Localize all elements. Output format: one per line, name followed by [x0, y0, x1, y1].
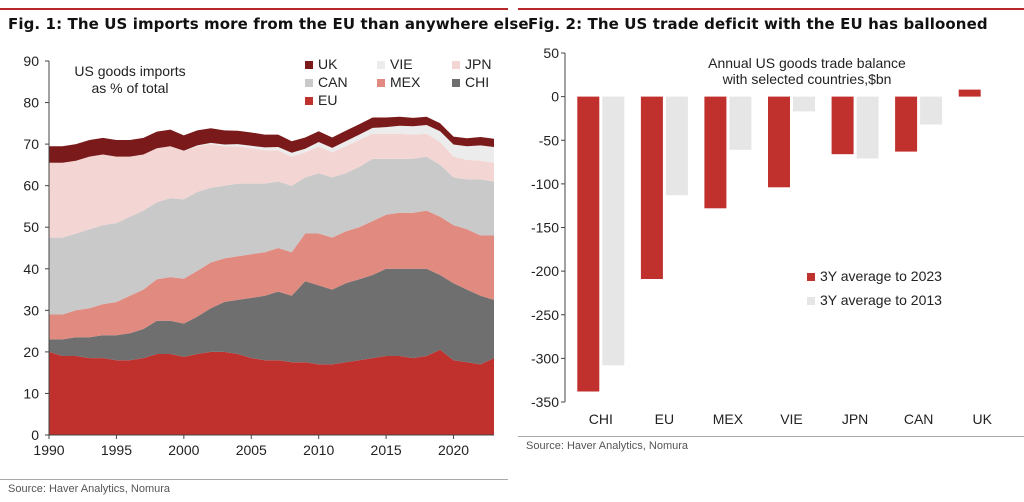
bar-uk-series-1	[958, 89, 981, 97]
y-tick-label: 50	[543, 45, 559, 61]
figure-2-title: Fig. 2: The US trade deficit with the EU…	[528, 15, 988, 33]
figure-1-title: Fig. 1: The US imports more from the EU …	[8, 15, 529, 33]
x-tick-label: CAN	[904, 411, 934, 427]
area-can	[49, 156, 494, 315]
bar-vie-series-1	[768, 96, 790, 188]
x-tick-label: VIE	[780, 411, 803, 427]
bar-mex-series-2	[729, 96, 752, 150]
figure-1-panel: Fig. 1: The US imports more from the EU …	[0, 0, 529, 502]
y-tick-label: -50	[539, 132, 559, 148]
chart-annotation-line-1: US goods imports	[74, 63, 185, 79]
bar-eu-series-1	[640, 96, 663, 279]
y-tick-label: 40	[23, 261, 39, 277]
legend-swatch-chi	[452, 79, 460, 87]
legend-swatch-mex	[377, 79, 385, 87]
legend-swatch-jpn	[452, 61, 460, 69]
figure-2-source: Source: Haver Analytics, Nomura	[526, 440, 689, 452]
bar-eu-series-2	[665, 96, 688, 196]
legend-label-jpn: JPN	[465, 56, 491, 72]
y-tick-label: 70	[23, 136, 39, 152]
y-tick-label: 20	[23, 344, 39, 360]
legend-swatch-can	[305, 79, 313, 87]
figure-2-panel: Fig. 2: The US trade deficit with the EU…	[518, 0, 1024, 502]
x-tick-label: MEX	[713, 411, 744, 427]
bar-vie-series-2	[793, 96, 815, 112]
bar-jpn-series-2	[856, 96, 879, 159]
legend-label-series-2: 3Y average to 2013	[820, 292, 942, 308]
legend-swatch-uk	[305, 61, 313, 69]
legend-swatch-eu	[305, 97, 313, 105]
figure-1-source-rule	[0, 479, 508, 480]
x-tick-label: 2005	[236, 442, 267, 458]
area-uk	[49, 116, 494, 163]
x-tick-label: 2000	[168, 442, 199, 458]
legend-label-uk: UK	[318, 56, 338, 72]
bar-chi-series-2	[602, 96, 625, 366]
figure-1-top-rule	[0, 8, 508, 10]
figure-2-source-rule	[518, 436, 1024, 437]
bar-mex-series-1	[704, 96, 727, 209]
figure-2-top-rule	[518, 8, 1024, 10]
y-tick-label: -100	[531, 176, 559, 192]
y-tick-label: 80	[23, 95, 39, 111]
area-chi	[49, 268, 494, 365]
x-tick-label: JPN	[842, 411, 868, 427]
bar-chi-series-1	[577, 96, 600, 392]
x-tick-label: 1990	[33, 442, 64, 458]
legend-label-mex: MEX	[390, 74, 421, 90]
legend-label-vie: VIE	[390, 56, 413, 72]
y-tick-label: 60	[23, 178, 39, 194]
y-tick-label: -200	[531, 263, 559, 279]
y-tick-label: -350	[531, 394, 559, 410]
x-tick-label: UK	[972, 411, 992, 427]
area-mex	[49, 210, 494, 340]
legend-label-series-1: 3Y average to 2023	[820, 268, 942, 284]
y-tick-label: 10	[23, 385, 39, 401]
legend-swatch-series-1	[807, 273, 815, 281]
legend-label-can: CAN	[318, 74, 348, 90]
chart-annotation-line-1: Annual US goods trade balance	[708, 55, 906, 71]
figure-1-chart: 0 10 20 30 40 50 60 70 80 90 1990 1995 2000 2005 2010 2…	[23, 53, 494, 458]
x-tick-label: 1995	[101, 442, 132, 458]
bar-jpn-series-1	[831, 96, 854, 155]
area-jpn	[49, 133, 494, 238]
y-tick-label: -300	[531, 350, 559, 366]
figure-2-chart: 50 0 -50 -100 -150 -200 -250 -300 -350 CHI EU MEX VI…	[531, 45, 993, 427]
y-tick-label: -150	[531, 220, 559, 236]
x-tick-label: EU	[655, 411, 674, 427]
figure-1-source: Source: Haver Analytics, Nomura	[8, 483, 171, 495]
bar-can-series-1	[895, 96, 918, 152]
legend-label-eu: EU	[318, 92, 337, 108]
chart-annotation-line-2: with selected countries,$bn	[722, 71, 892, 87]
chart-annotation-line-2: as % of total	[91, 80, 168, 96]
y-tick-label: 50	[23, 219, 39, 235]
legend-swatch-vie	[377, 61, 385, 69]
legend-swatch-series-2	[807, 297, 815, 305]
y-tick-label: 0	[31, 427, 39, 443]
legend-label-chi: CHI	[465, 74, 489, 90]
x-tick-label: 2015	[371, 442, 402, 458]
x-tick-label: CHI	[589, 411, 613, 427]
y-tick-label: 0	[551, 89, 559, 105]
area-eu	[49, 349, 494, 435]
y-tick-label: 90	[23, 53, 39, 69]
bar-can-series-2	[920, 96, 943, 125]
y-tick-label: 30	[23, 302, 39, 318]
x-tick-label: 2020	[438, 442, 469, 458]
x-tick-label: 2010	[303, 442, 334, 458]
y-tick-label: -250	[531, 307, 559, 323]
